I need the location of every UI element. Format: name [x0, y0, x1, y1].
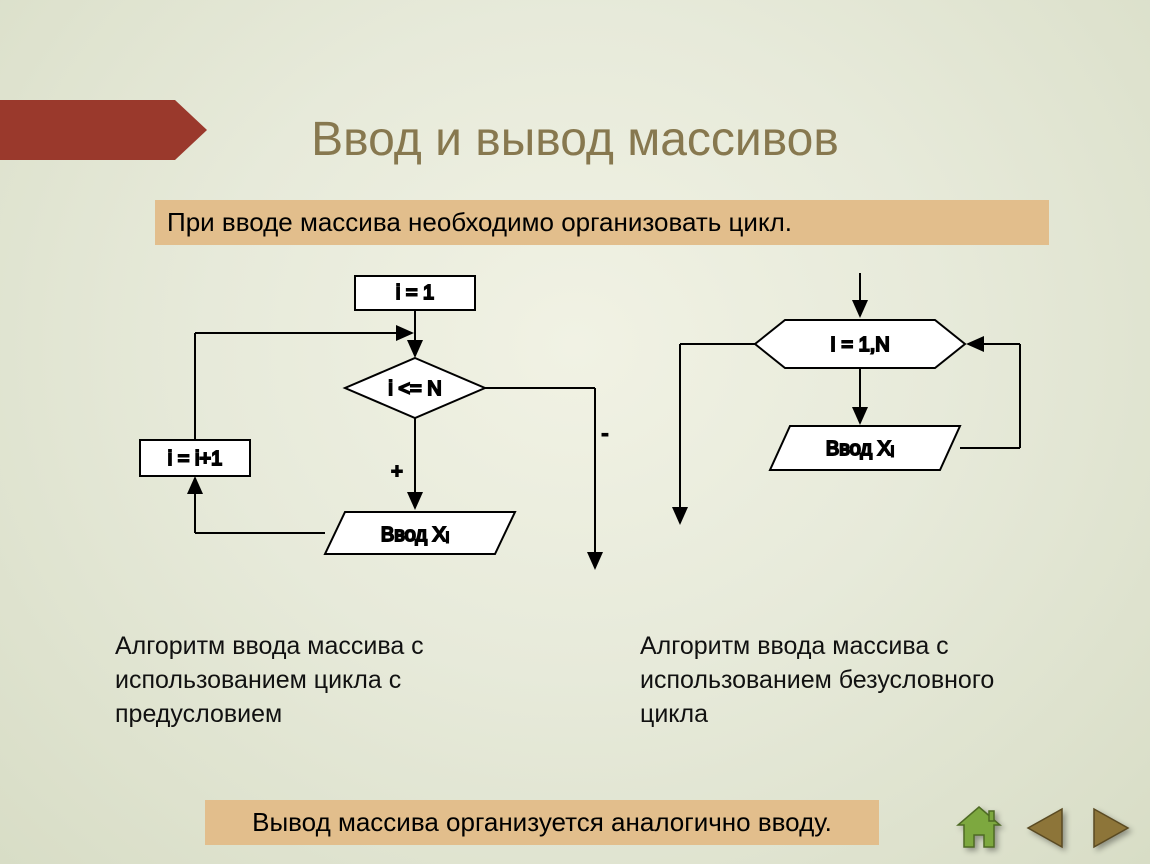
edge-minus-label: - — [602, 423, 609, 445]
forward-button[interactable] — [1087, 804, 1135, 852]
node-inc-label: i = i+1 — [168, 448, 222, 470]
home-button[interactable] — [955, 804, 1003, 852]
back-button[interactable] — [1021, 804, 1069, 852]
intro-band: При вводе массива необходимо организоват… — [155, 200, 1049, 245]
nav-area — [955, 804, 1135, 852]
flowchart-left: i = 1 i <= N + Ввод Xᵢ - i = i+1 — [115, 268, 625, 598]
slide: Ввод и вывод массивов При вводе массива … — [0, 0, 1150, 864]
caption-right: Алгоритм ввода массива с использованием … — [640, 630, 1060, 731]
caption-left: Алгоритм ввода массива с использованием … — [115, 630, 555, 731]
home-icon — [956, 805, 1002, 851]
back-icon — [1022, 805, 1068, 851]
node-input-label: Ввод Xᵢ — [381, 524, 449, 546]
node-input-r-label: Ввод Xᵢ — [826, 438, 894, 460]
page-title: Ввод и вывод массивов — [0, 112, 1150, 167]
flowchart-right: I = 1,N Ввод Xᵢ — [640, 268, 1060, 568]
forward-icon — [1088, 805, 1134, 851]
edge-plus-label: + — [391, 461, 403, 483]
summary-band: Вывод массива организуется аналогично вв… — [205, 800, 879, 845]
node-init-label: i = 1 — [396, 282, 434, 304]
node-loop-label: I = 1,N — [830, 334, 889, 356]
node-cond-label: i <= N — [388, 378, 441, 400]
